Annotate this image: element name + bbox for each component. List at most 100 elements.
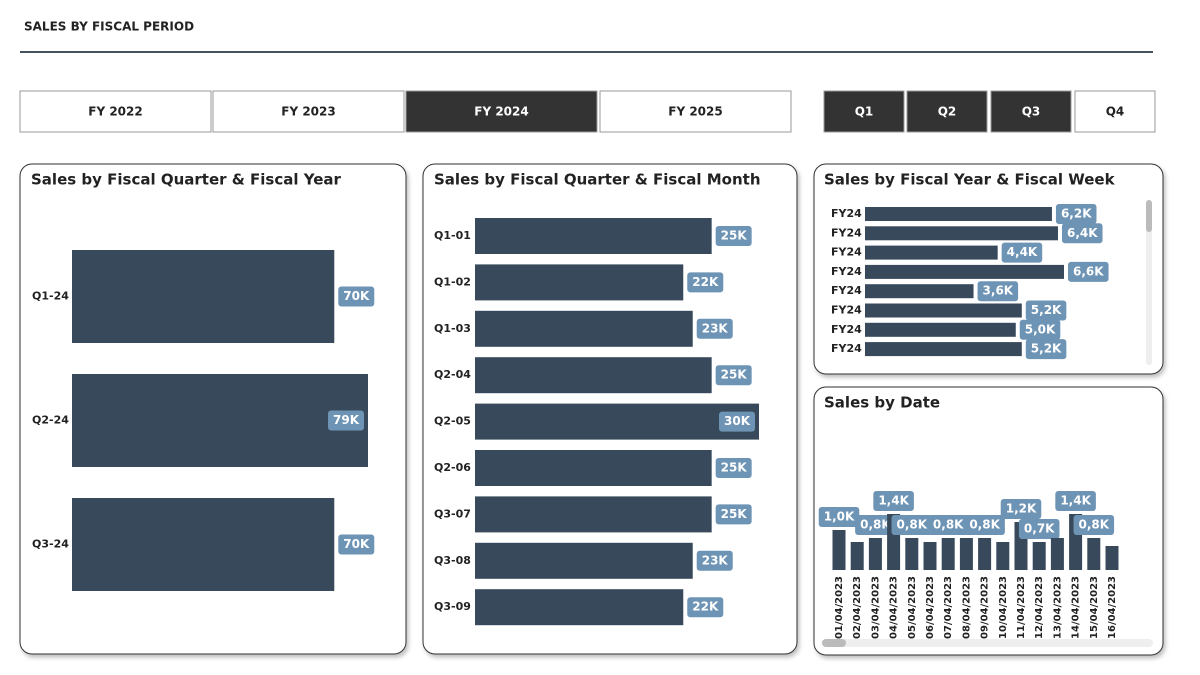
data-label-box xyxy=(1001,242,1043,263)
data-label: 25K xyxy=(721,461,748,475)
data-label-box xyxy=(1018,519,1060,539)
bar xyxy=(868,538,882,570)
data-label: 79K xyxy=(333,413,360,427)
data-label: 25K xyxy=(721,507,748,521)
data-label: 0,8K xyxy=(897,518,928,532)
category-label: 05/04/2023 xyxy=(907,576,918,639)
bar xyxy=(865,264,1064,279)
bar xyxy=(1050,538,1064,570)
category-label: 08/04/2023 xyxy=(961,576,972,639)
data-label-box xyxy=(1025,339,1067,360)
data-label-box xyxy=(1055,491,1096,511)
data-label: 6,6K xyxy=(1073,264,1104,278)
bar xyxy=(475,310,693,347)
category-label: Q3-07 xyxy=(434,507,471,520)
category-label: 15/04/2023 xyxy=(1089,576,1100,639)
data-label: 5,0K xyxy=(1025,322,1056,336)
data-label: 70K xyxy=(343,537,370,551)
scrollbar-thumb[interactable] xyxy=(822,639,846,647)
category-label: Q2-05 xyxy=(434,415,471,428)
category-label: 01/04/2023 xyxy=(834,576,845,639)
category-label: 13/04/2023 xyxy=(1052,576,1063,639)
slicer-label[interactable]: FY 2024 xyxy=(474,105,528,119)
slicer-label[interactable]: FY 2025 xyxy=(668,105,722,119)
data-label: 23K xyxy=(702,321,729,335)
bar xyxy=(865,226,1058,241)
data-label-box xyxy=(1019,319,1061,340)
category-label: 04/04/2023 xyxy=(889,576,900,639)
slicer-label[interactable]: FY 2023 xyxy=(281,105,335,119)
category-label: Q2-24 xyxy=(32,414,69,427)
chart-title: Sales by Fiscal Quarter & Fiscal Year xyxy=(31,171,342,189)
bar xyxy=(72,374,368,467)
category-label: Q2-04 xyxy=(434,368,471,381)
bar xyxy=(959,538,973,570)
slicer-label[interactable]: Q3 xyxy=(1022,105,1041,119)
category-label: 16/04/2023 xyxy=(1107,576,1118,639)
data-label-box xyxy=(1025,300,1067,321)
scrollbar-track[interactable] xyxy=(1146,200,1152,365)
scrollbar-thumb[interactable] xyxy=(1146,200,1152,232)
slicer-label[interactable]: Q4 xyxy=(1106,105,1125,119)
slicer-button[interactable] xyxy=(990,90,1072,133)
category-label: 02/04/2023 xyxy=(852,576,863,639)
category-label: 07/04/2023 xyxy=(943,576,954,639)
page-title: SALES BY FISCAL PERIOD xyxy=(24,20,194,34)
data-label: 3,6K xyxy=(983,284,1014,298)
category-label: Q2-06 xyxy=(434,461,471,474)
chart-title: Sales by Date xyxy=(824,394,940,412)
category-label: 03/04/2023 xyxy=(870,576,881,639)
bar xyxy=(475,403,759,440)
data-label-box xyxy=(964,515,1005,535)
slicer-button[interactable] xyxy=(19,90,212,133)
data-label: 1,4K xyxy=(1060,494,1091,508)
data-label: 6,4K xyxy=(1067,226,1098,240)
data-label-box xyxy=(927,515,969,535)
data-label: 1,0K xyxy=(824,510,855,524)
slicer-button[interactable] xyxy=(405,90,598,133)
bar xyxy=(941,538,955,570)
slicer-label[interactable]: Q1 xyxy=(855,105,874,119)
bar xyxy=(832,530,846,570)
bar xyxy=(475,357,712,394)
category-label: 09/04/2023 xyxy=(980,576,991,639)
bar xyxy=(865,342,1022,357)
data-label-box xyxy=(1055,204,1097,224)
slicer-button[interactable] xyxy=(823,90,905,133)
category-label: Q3-09 xyxy=(434,600,471,613)
bar xyxy=(1105,546,1119,570)
scrollbar-track[interactable] xyxy=(822,639,1153,647)
data-label-box xyxy=(328,410,364,431)
data-label: 1,4K xyxy=(878,494,909,508)
slicer-label[interactable]: Q2 xyxy=(938,105,957,119)
slicer-button[interactable] xyxy=(906,90,988,133)
data-label: 5,2K xyxy=(1031,342,1062,356)
bar xyxy=(905,538,919,570)
data-label-box xyxy=(873,491,914,511)
slicer-button[interactable] xyxy=(1074,90,1156,133)
data-label-box xyxy=(715,365,752,386)
slicer-label[interactable]: FY 2022 xyxy=(88,105,142,119)
bar xyxy=(865,207,1052,221)
data-label: 25K xyxy=(721,368,748,382)
slicer-button[interactable] xyxy=(599,90,792,133)
category-label: 12/04/2023 xyxy=(1034,576,1045,639)
data-label-box xyxy=(719,411,755,432)
data-label: 30K xyxy=(724,414,751,428)
data-label-box xyxy=(715,226,752,246)
data-label: 22K xyxy=(692,600,719,614)
category-label: 11/04/2023 xyxy=(1016,576,1027,639)
bar xyxy=(865,322,1016,337)
data-label-box xyxy=(818,507,860,527)
slicer-button[interactable] xyxy=(212,90,405,133)
data-label-box xyxy=(696,318,733,339)
data-label: 0,8K xyxy=(933,518,964,532)
bar xyxy=(1032,542,1046,570)
bar xyxy=(978,538,992,570)
category-label: Q3-08 xyxy=(434,554,471,567)
bar xyxy=(865,303,1022,318)
bar xyxy=(475,264,684,301)
data-label: 0,8K xyxy=(860,518,891,532)
data-label: 0,7K xyxy=(1024,522,1055,536)
